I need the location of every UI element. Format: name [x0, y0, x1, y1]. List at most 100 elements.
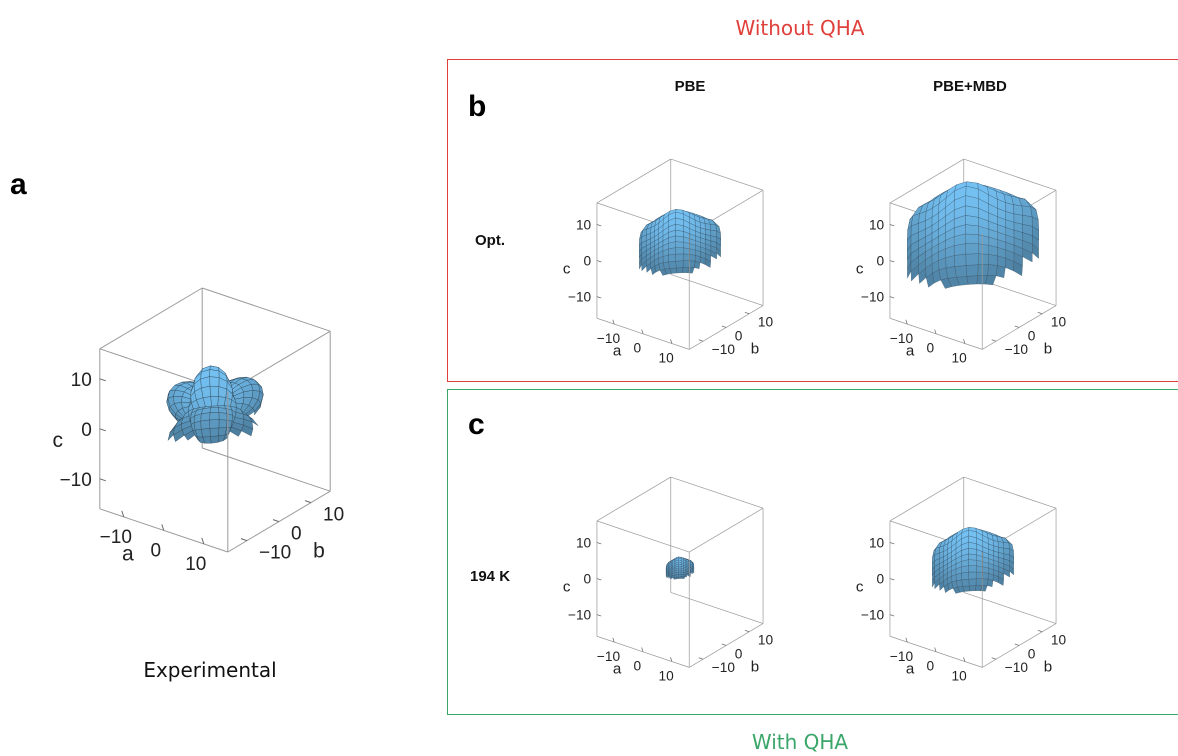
surface-patch — [968, 565, 977, 573]
b-axis-tick — [698, 339, 704, 342]
box-edge-back — [670, 476, 764, 509]
b-axis-label: b — [751, 340, 759, 357]
surface-patch — [954, 253, 967, 267]
surface-patch — [966, 275, 978, 285]
box-edge-back — [670, 274, 764, 306]
surface-patch — [668, 261, 677, 269]
box-edge-back — [99, 287, 203, 350]
box-edge-back — [596, 520, 690, 553]
b-axis-label: b — [1044, 658, 1052, 675]
a-axis-tick-label: 10 — [952, 350, 968, 365]
box-edge-back — [889, 158, 964, 204]
b-axis-tick-label: 10 — [758, 315, 774, 330]
surface-patch — [968, 571, 977, 580]
b-axis-tick — [304, 500, 312, 504]
box-edge-back — [963, 476, 1057, 509]
a-axis-tick-label: −10 — [597, 649, 621, 664]
b-axis-tick-label: −10 — [712, 660, 736, 675]
b-axis-tick — [721, 643, 727, 646]
c-axis-tick-label: −10 — [568, 608, 592, 623]
a-axis-tick-label: 0 — [151, 540, 162, 561]
surface-patch — [968, 527, 977, 532]
surface-patch — [710, 224, 717, 232]
surface-patch — [210, 435, 219, 444]
a-axis-tick-label: 0 — [634, 341, 642, 356]
c-axis-tick-label: −10 — [568, 290, 592, 305]
surface-patch — [1021, 205, 1033, 217]
surface-patch — [965, 233, 979, 244]
c-axis-label: c — [563, 579, 571, 596]
a-axis-tick-label: 10 — [185, 554, 206, 575]
surface-patch — [961, 579, 970, 587]
a-axis-tick — [934, 647, 937, 652]
surface-patch — [678, 574, 682, 578]
surface-patch — [968, 559, 977, 566]
c-axis-tick — [889, 296, 895, 299]
surface-patch — [683, 253, 690, 261]
b-axis-tick-label: −10 — [259, 543, 291, 564]
panel-letter-b: b — [468, 90, 487, 123]
surface-patch — [675, 235, 684, 243]
c-axis-tick-label: 0 — [877, 572, 885, 587]
c-axis-tick — [596, 260, 602, 263]
surface-patch — [678, 571, 682, 575]
surface-patch — [200, 428, 211, 438]
b-axis-tick-label: 0 — [1028, 328, 1036, 343]
surface-patch — [218, 427, 227, 437]
surface-patch — [218, 412, 228, 421]
surface-patch — [200, 419, 211, 430]
surface-patch — [689, 254, 696, 262]
surface-patch — [987, 264, 998, 276]
a-axis-tick-label: 0 — [927, 341, 935, 356]
surface-patch — [965, 264, 979, 277]
a-axis-label: a — [122, 542, 134, 565]
surface-patch — [968, 578, 977, 587]
method-label-pbe-mbd: PBE+MBD — [933, 78, 1007, 95]
a-axis-tick — [670, 657, 673, 662]
surface-patch — [209, 427, 220, 437]
a-axis-tick — [641, 329, 644, 334]
c-axis-tick-label: −10 — [60, 470, 92, 491]
a-axis-tick — [201, 537, 205, 545]
b-axis-tick-label: −10 — [1005, 660, 1029, 675]
b-axis-tick — [744, 311, 750, 315]
c-axis-tick — [596, 296, 602, 299]
a-axis-tick — [121, 510, 125, 518]
c-axis-label: c — [856, 579, 864, 596]
surface-patch — [678, 569, 682, 573]
c-axis-tick — [596, 542, 602, 545]
without-qha-frame — [447, 59, 1178, 382]
box-edge-front — [889, 635, 983, 668]
surface-patch — [968, 553, 977, 561]
surface-patch — [682, 260, 690, 268]
surface-patch — [1013, 204, 1023, 216]
surface-patch — [1022, 215, 1033, 227]
surface-patch — [965, 224, 979, 235]
a-axis-tick — [670, 339, 673, 344]
surface-patch — [688, 260, 696, 268]
row-label-opt: Opt. — [475, 232, 505, 249]
box-edge-back — [202, 287, 331, 332]
surface-patch — [965, 181, 979, 190]
b-axis-tick-label: 0 — [291, 524, 302, 545]
b-axis-tick-label: 10 — [758, 633, 774, 648]
b-axis-label: b — [1044, 340, 1052, 357]
c-axis-tick-label: 10 — [869, 536, 885, 551]
a-axis-label: a — [613, 342, 622, 359]
surface-patch — [201, 407, 211, 415]
a-axis-label: a — [613, 660, 622, 677]
panel-letter-a: a — [10, 168, 27, 201]
surface-patch — [978, 253, 989, 265]
c-axis-tick — [889, 224, 895, 227]
a-axis-label: a — [906, 660, 915, 677]
box-edge-back — [963, 592, 1057, 624]
surface-patch — [961, 571, 969, 580]
surface-patch — [675, 574, 679, 578]
surface-patch — [675, 209, 684, 214]
box-edge-front — [99, 508, 228, 553]
c-axis-tick-label: 0 — [877, 254, 885, 269]
c-axis-tick — [99, 378, 106, 382]
surface-patch — [981, 578, 989, 586]
